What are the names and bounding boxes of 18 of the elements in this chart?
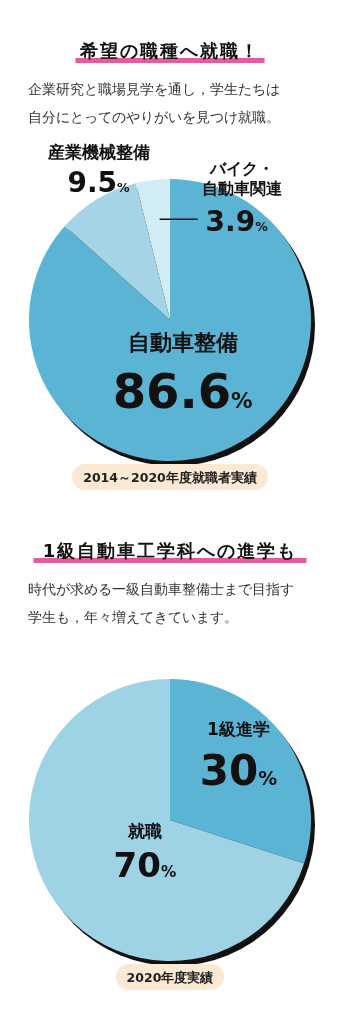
pie-slice — [29, 679, 305, 961]
text: 2014～2020年度就職者実績 — [83, 470, 257, 485]
pie-slice — [170, 679, 311, 864]
slice-label: 1級進学 — [207, 718, 270, 739]
data-label: 70% — [113, 845, 177, 886]
chart-title: 希望の職種へ就職！ — [79, 40, 260, 61]
chart-subtitle: 時代が求める一級自動車整備士まで目指す学生も，年々増えてきています。 — [28, 581, 294, 625]
data-label: 9.5% — [67, 165, 131, 199]
chart-subtitle: 企業研究と職場見学を通し，学生たちは自分にとってのやりがいを見つけ就職。 — [28, 81, 280, 125]
data-label: 30% — [199, 745, 278, 795]
slice-label: 自動車整備 — [127, 329, 238, 355]
pie-slice — [135, 179, 170, 320]
data-label: 86.6% — [112, 362, 253, 419]
text: 2020年度実績 — [126, 970, 214, 985]
slice-label: 就職 — [126, 820, 162, 841]
data-label: 3.9% — [205, 205, 269, 239]
chart-title: 1級自動車工学科への進学も — [42, 540, 298, 561]
slice-label: 産業機械整備 — [46, 141, 150, 162]
